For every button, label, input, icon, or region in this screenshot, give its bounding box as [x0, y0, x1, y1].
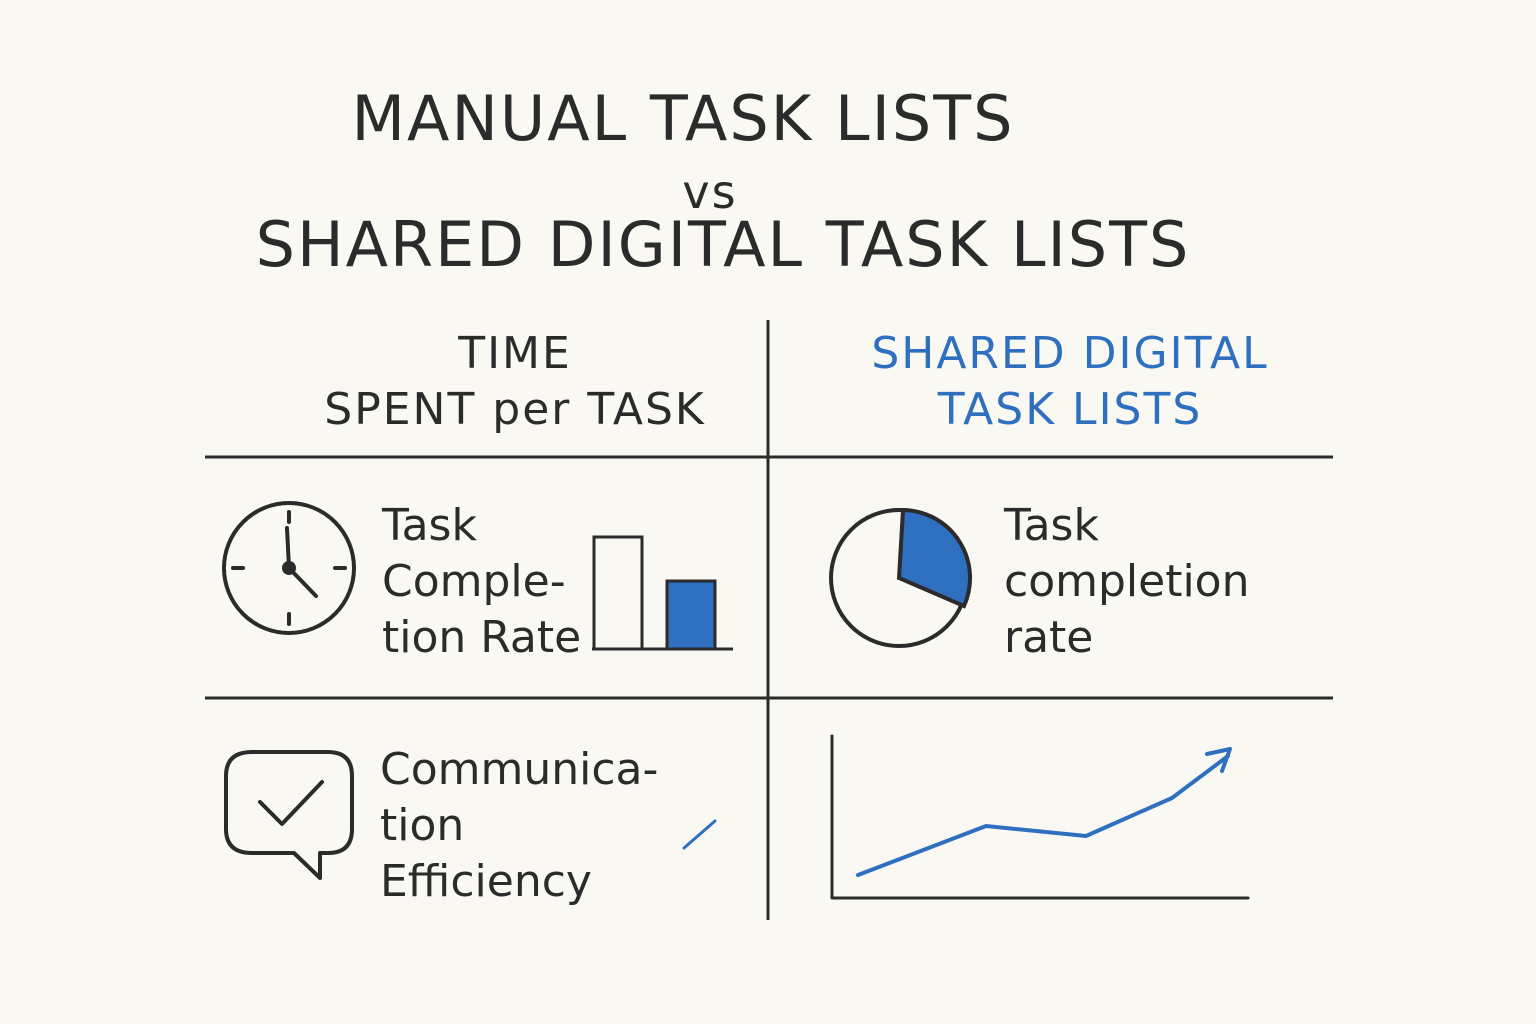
label-line: Efficiency — [380, 856, 592, 907]
label-digital-completion: Task completion rate — [1004, 498, 1249, 666]
title-line-3: SHARED DIGITAL TASK LISTS — [255, 208, 1191, 281]
pie-chart-icon — [829, 507, 973, 648]
label-line: Task — [382, 500, 477, 551]
label-line: Comple- — [382, 556, 566, 607]
header-right-line-2: TASK LISTS — [937, 384, 1203, 435]
header-left-line-1: TIME — [458, 328, 572, 379]
bar-chart-icon — [592, 535, 733, 651]
header-left-line-2: SPENT per TASK — [324, 384, 706, 435]
label-line: tion Rate — [382, 612, 582, 663]
label-line: completion — [1004, 556, 1250, 607]
clock-icon — [222, 501, 356, 635]
blue-tick-mark — [682, 819, 717, 850]
rising-line-chart-icon — [830, 734, 1250, 900]
label-line: Task — [1004, 500, 1099, 551]
label-manual-completion: Task Comple- tion Rate — [382, 498, 581, 666]
title-line-2: vs — [682, 165, 738, 219]
header-shared-digital: SHARED DIGITAL TASK LISTS — [820, 326, 1320, 438]
title-line-1: MANUAL TASK LISTS — [351, 82, 1015, 155]
label-line: tion — [380, 800, 465, 851]
header-right-line-1: SHARED DIGITAL — [871, 328, 1269, 379]
label-communication-efficiency: Communica- tion Efficiency — [380, 742, 658, 910]
label-line: Communica- — [380, 744, 659, 795]
label-line: rate — [1004, 612, 1094, 663]
header-time-spent: TIME SPENT per TASK — [310, 326, 720, 438]
chat-check-icon — [224, 750, 354, 880]
